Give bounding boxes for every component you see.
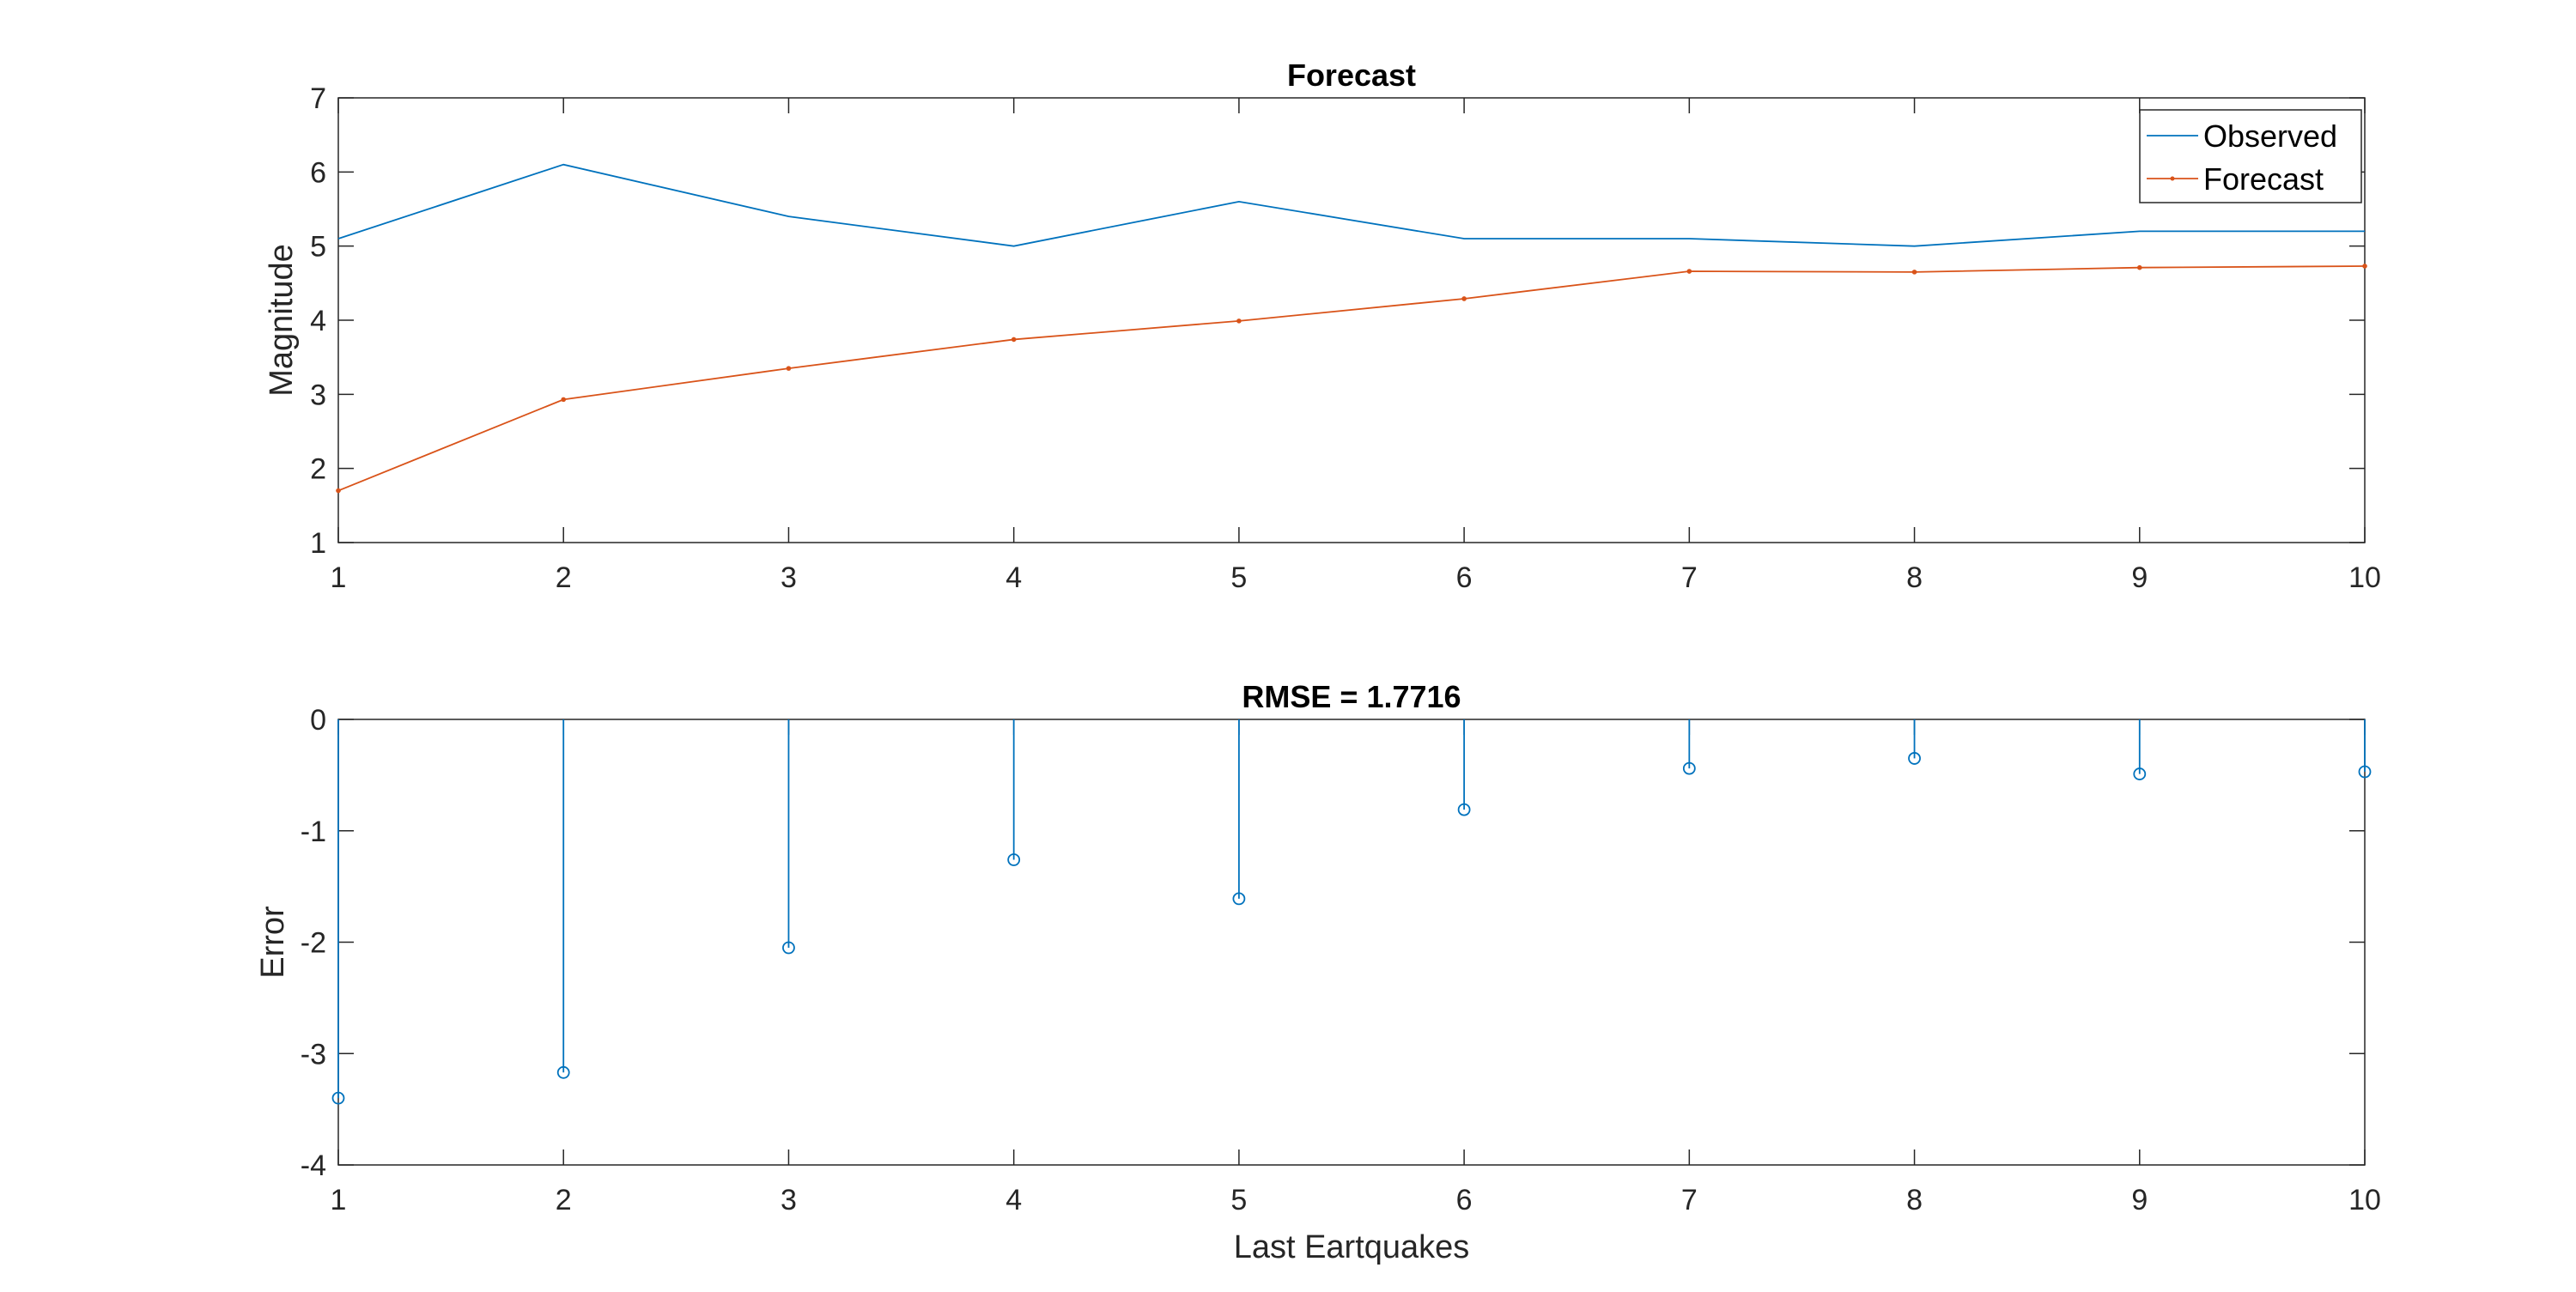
bottom-x-tick-label: 10 bbox=[2348, 1184, 2381, 1216]
bottom-y-tick-label: -4 bbox=[301, 1149, 326, 1182]
error-series bbox=[331, 719, 2372, 1105]
data-point-forecast bbox=[336, 488, 341, 494]
top-y-tick-label: 2 bbox=[310, 453, 326, 486]
top-x-tick-label: 1 bbox=[331, 561, 347, 594]
error-point bbox=[1908, 752, 1921, 765]
data-point-forecast bbox=[2136, 264, 2142, 270]
top-y-tick-label: 6 bbox=[310, 156, 326, 189]
error-point bbox=[2358, 765, 2372, 779]
forecast-y-axis-label: Magnitude bbox=[264, 244, 300, 396]
bottom-y-tick-label: -3 bbox=[301, 1038, 326, 1071]
bottom-y-tick-label: -2 bbox=[301, 927, 326, 960]
top-x-tick-label: 5 bbox=[1230, 561, 1247, 594]
bottom-x-tick-label: 3 bbox=[781, 1184, 797, 1216]
top-x-tick-label: 6 bbox=[1456, 561, 1473, 594]
error-point bbox=[1007, 853, 1021, 866]
bottom-x-tick-label: 5 bbox=[1230, 1184, 1247, 1216]
legend-label-forecast: Forecast bbox=[2203, 161, 2324, 197]
data-point-forecast bbox=[561, 397, 567, 403]
error-axes: 1 2 3 4 5 6 7 8 9 10 0 -1 -2 -3 -4 RMSE = 1.7716 Error… bbox=[255, 679, 2381, 1265]
series-line-forecast bbox=[337, 265, 2366, 492]
forecast-axes: 1 2 3 4 5 6 7 8 9 10 1 2 3 4 5 6 7 Forecast Magnitude Ob… bbox=[264, 58, 2381, 594]
top-y-tick-label: 3 bbox=[310, 379, 326, 411]
top-x-tick-label: 9 bbox=[2131, 561, 2148, 594]
forecast-chart-title: Forecast bbox=[1287, 58, 1416, 93]
top-x-tick-label: 3 bbox=[781, 561, 797, 594]
error-point bbox=[1457, 803, 1471, 816]
legend: Observed Forecast bbox=[2139, 109, 2362, 203]
bottom-x-tick-label: 7 bbox=[1681, 1184, 1698, 1216]
legend-label-observed: Observed bbox=[2203, 118, 2337, 154]
error-point bbox=[1232, 892, 1246, 906]
bottom-x-tick-label: 2 bbox=[556, 1184, 572, 1216]
top-y-tick-label: 1 bbox=[310, 527, 326, 560]
data-point-forecast bbox=[1011, 337, 1017, 343]
series-line-observed bbox=[337, 163, 2365, 247]
top-x-tick-label: 2 bbox=[556, 561, 572, 594]
data-point-forecast bbox=[1461, 296, 1467, 301]
data-point-forecast bbox=[1236, 318, 1242, 324]
forecast-plot-frame bbox=[337, 97, 2366, 543]
top-x-tick-label: 10 bbox=[2348, 561, 2381, 594]
data-point-forecast bbox=[2362, 264, 2367, 269]
bottom-x-tick-label: 1 bbox=[331, 1184, 347, 1216]
bottom-x-tick-label: 6 bbox=[1456, 1184, 1473, 1216]
bottom-x-tick-label: 8 bbox=[1906, 1184, 1923, 1216]
legend-box bbox=[2139, 109, 2362, 203]
top-x-tick-label: 4 bbox=[1005, 561, 1022, 594]
forecast-ticks: 1 2 3 4 5 6 7 8 9 10 1 2 3 4 5 6 7 bbox=[310, 82, 2381, 594]
top-x-tick-label: 7 bbox=[1681, 561, 1698, 594]
error-point bbox=[556, 1065, 570, 1079]
top-y-tick-label: 5 bbox=[310, 231, 326, 264]
data-point-forecast bbox=[1686, 269, 1692, 274]
error-point bbox=[2133, 767, 2147, 780]
bottom-y-tick-label: 0 bbox=[310, 704, 326, 737]
error-chart-title: RMSE = 1.7716 bbox=[1242, 679, 1461, 714]
top-y-tick-label: 4 bbox=[310, 305, 326, 337]
top-x-tick-label: 8 bbox=[1906, 561, 1923, 594]
legend-marker-forecast bbox=[2170, 176, 2175, 181]
bottom-x-tick-label: 9 bbox=[2131, 1184, 2148, 1216]
error-point bbox=[1682, 761, 1696, 775]
error-y-axis-label: Error bbox=[255, 906, 291, 979]
bottom-x-tick-label: 4 bbox=[1005, 1184, 1022, 1216]
error-point bbox=[331, 1091, 345, 1105]
top-y-tick-label: 7 bbox=[310, 82, 326, 115]
error-plot-frame bbox=[337, 719, 2366, 1166]
data-point-forecast bbox=[1911, 270, 1917, 275]
error-x-axis-label: Last Eartquakes bbox=[1234, 1229, 1470, 1265]
bottom-y-tick-label: -1 bbox=[301, 816, 326, 848]
forecast-series bbox=[336, 163, 2367, 494]
error-point bbox=[782, 941, 795, 955]
data-point-forecast bbox=[786, 366, 792, 371]
